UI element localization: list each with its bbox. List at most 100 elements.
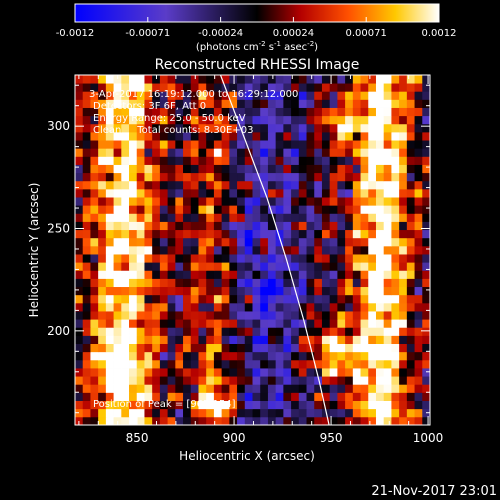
heatmap-cell xyxy=(360,384,369,393)
heatmap-cell xyxy=(229,400,238,410)
heatmap-cell xyxy=(298,83,307,92)
heatmap-cell xyxy=(391,302,400,312)
heatmap-cell xyxy=(237,229,246,239)
heatmap-cell xyxy=(183,75,192,84)
heatmap-cell xyxy=(360,229,369,239)
heatmap-cell xyxy=(345,131,354,141)
heatmap-cell xyxy=(260,368,269,377)
heatmap-cell xyxy=(291,197,300,206)
heatmap-cell xyxy=(75,99,84,108)
heatmap-cell xyxy=(159,91,169,100)
heatmap-cell xyxy=(283,400,292,410)
heatmap-cell xyxy=(98,245,107,255)
heatmap-cell xyxy=(375,416,385,425)
heatmap-cell xyxy=(136,140,145,149)
heatmap-cell xyxy=(152,205,161,214)
heatmap-cell xyxy=(136,188,145,198)
heatmap-cell xyxy=(198,400,207,410)
heatmap-cell xyxy=(406,229,415,239)
heatmap-cell xyxy=(144,376,153,385)
heatmap-cell xyxy=(105,343,114,353)
heatmap-cell xyxy=(406,164,415,174)
heatmap-cell xyxy=(252,75,261,84)
heatmap-cell xyxy=(391,213,400,222)
heatmap-cell xyxy=(121,245,130,255)
heatmap-cell xyxy=(375,311,385,320)
heatmap-cell xyxy=(352,351,361,361)
heatmap-cell xyxy=(167,254,176,263)
heatmap-cell xyxy=(291,188,300,198)
heatmap-cell xyxy=(198,83,207,92)
heatmap-cell xyxy=(90,327,99,336)
heatmap-cell xyxy=(121,83,130,92)
heatmap-cell xyxy=(406,286,415,296)
heatmap-cell xyxy=(406,408,415,418)
heatmap-cell xyxy=(275,376,284,385)
heatmap-cell xyxy=(414,205,423,214)
heatmap-cell xyxy=(237,115,246,125)
heatmap-cell xyxy=(345,302,354,312)
heatmap-cell xyxy=(275,156,284,165)
heatmap-cell xyxy=(414,83,423,92)
heatmap-cell xyxy=(306,270,315,279)
heatmap-cell xyxy=(352,221,361,231)
heatmap-cell xyxy=(90,343,99,353)
heatmap-cell xyxy=(229,416,238,425)
heatmap-cell xyxy=(105,75,114,84)
heatmap-cell xyxy=(406,83,415,92)
heatmap-cell xyxy=(252,311,261,320)
heatmap-cell xyxy=(267,205,277,214)
heatmap-cell xyxy=(283,115,292,125)
heatmap-cell xyxy=(183,180,192,190)
heatmap-cell xyxy=(221,351,230,361)
heatmap-cell xyxy=(306,351,315,361)
heatmap-cell xyxy=(175,319,184,328)
heatmap-cell xyxy=(237,148,246,157)
heatmap-cell xyxy=(329,83,338,92)
heatmap-cell xyxy=(360,83,369,92)
heatmap-cell xyxy=(183,83,192,92)
heatmap-cell xyxy=(206,164,215,174)
heatmap-cell xyxy=(298,400,307,410)
heatmap-cell xyxy=(129,351,138,361)
heatmap-cell xyxy=(144,237,153,247)
heatmap-cell xyxy=(399,302,408,312)
heatmap-cell xyxy=(283,188,292,198)
heatmap-cell xyxy=(75,327,84,336)
heatmap-cell xyxy=(260,327,269,336)
heatmap-cell xyxy=(275,188,284,198)
heatmap-cell xyxy=(237,270,246,279)
heatmap-cell xyxy=(260,237,269,247)
heatmap-cell xyxy=(229,327,238,336)
heatmap-cell xyxy=(198,286,207,296)
heatmap-cell xyxy=(314,172,323,182)
heatmap-cell xyxy=(399,140,408,149)
heatmap-cell xyxy=(183,123,192,133)
heatmap-cell xyxy=(190,213,199,222)
heatmap-cell xyxy=(206,294,215,304)
heatmap-cell xyxy=(375,107,385,117)
heatmap-cell xyxy=(383,270,392,279)
heatmap-cell xyxy=(252,270,261,279)
heatmap-cell xyxy=(167,335,176,345)
heatmap-cell xyxy=(314,75,323,84)
heatmap-cell xyxy=(144,221,153,231)
heatmap-cell xyxy=(283,408,292,418)
heatmap-cell xyxy=(229,319,238,328)
heatmap-cell xyxy=(98,392,107,401)
heatmap-cell xyxy=(360,115,369,125)
heatmap-cell xyxy=(113,197,122,206)
heatmap-cell xyxy=(252,83,261,92)
heatmap-cell xyxy=(275,237,284,247)
heatmap-cell xyxy=(314,368,323,377)
heatmap-cell xyxy=(229,384,238,393)
heatmap-cell xyxy=(82,294,91,304)
heatmap-cell xyxy=(306,245,315,255)
heatmap-cell xyxy=(399,335,408,345)
heatmap-cell xyxy=(252,254,261,263)
heatmap-cell xyxy=(391,197,400,206)
heatmap-cell xyxy=(206,148,215,157)
heatmap-cell xyxy=(244,188,253,198)
heatmap-cell xyxy=(275,416,284,425)
heatmap-cell xyxy=(275,302,284,312)
